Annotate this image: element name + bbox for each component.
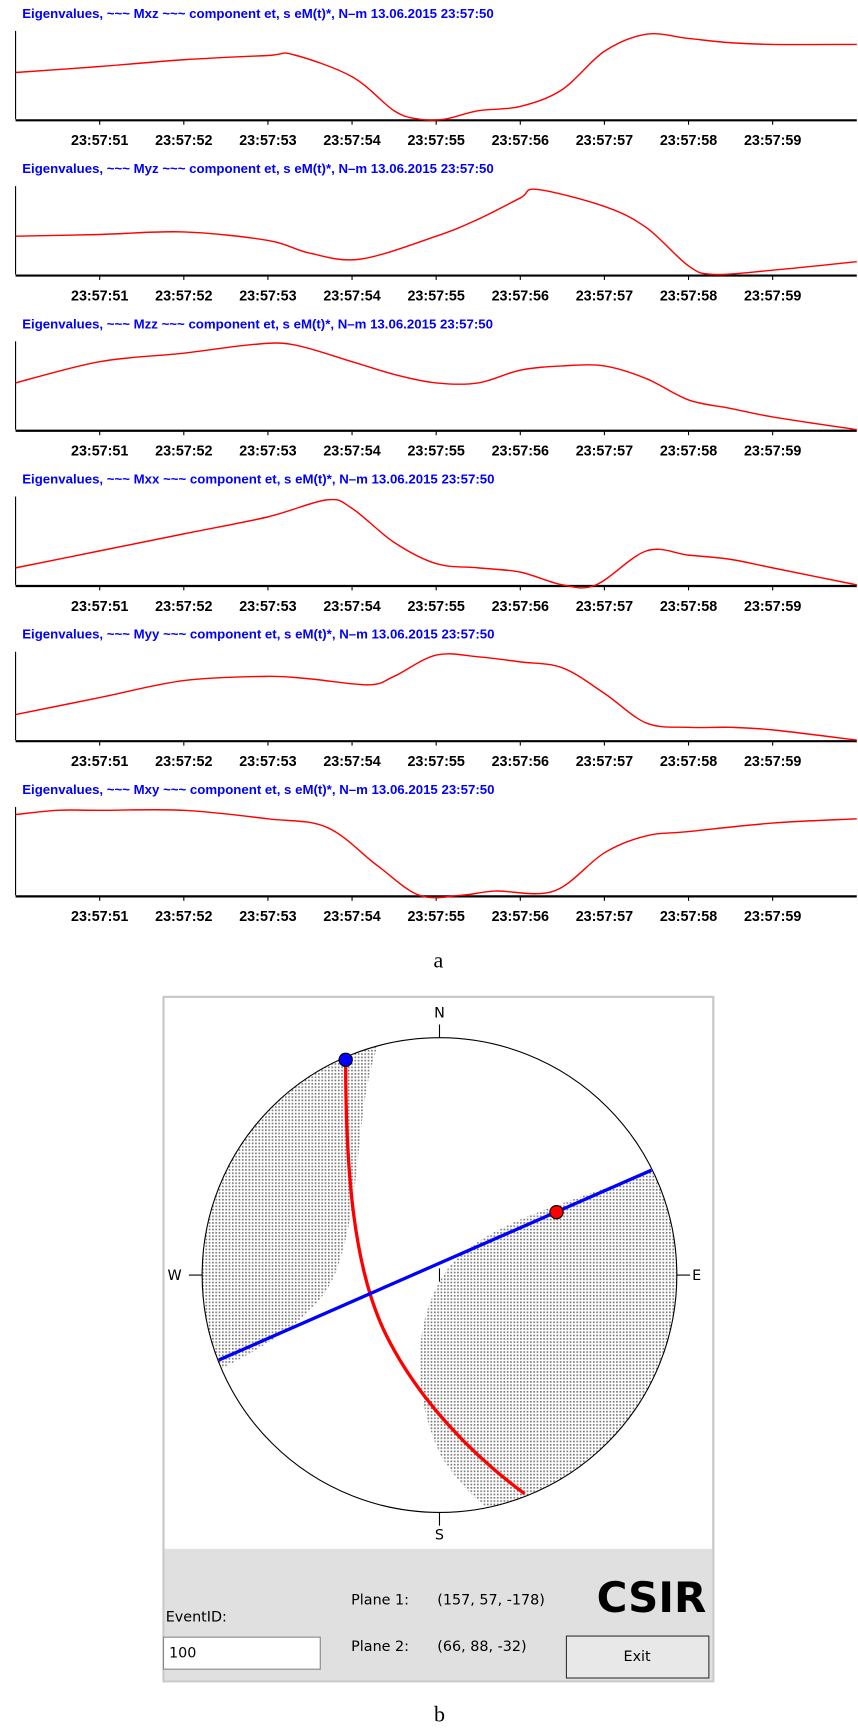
x-tick-label: 23:57:59 [744,909,801,925]
north-label: N [434,1005,445,1021]
x-tick-label: 23:57:52 [155,288,212,304]
x-tick-label: 23:57:56 [492,754,549,770]
x-tick-label: 23:57:52 [155,599,212,615]
x-tick-label: 23:57:52 [155,444,212,460]
x-tick-label: 23:57:56 [492,909,549,925]
data-line [15,498,857,589]
line-chart: Eigenvalues, ~~~ Mxy ~~~ component et, s… [15,782,857,925]
x-tick-label: 23:57:53 [239,909,296,925]
x-tick-label: 23:57:51 [71,909,128,925]
x-tick-label: 23:57:57 [576,754,633,770]
data-line [15,808,857,899]
plane1-label: Plane 1: [351,1593,409,1609]
x-tick-label: 23:57:57 [576,444,633,460]
x-tick-label: 23:57:54 [323,909,380,925]
x-tick-label: 23:57:55 [407,133,464,149]
west-label: W [167,1268,181,1284]
x-tick-label: 23:57:59 [744,133,801,149]
south-label: S [435,1528,444,1544]
x-tick-label: 23:57:55 [407,288,464,304]
x-tick-label: 23:57:59 [744,754,801,770]
nodal-plane-2 [218,1168,653,1362]
data-line [15,653,857,741]
chart-title: Eigenvalues, ~~~ Myz ~~~ component et, s… [22,161,494,176]
x-tick-label: 23:57:53 [239,288,296,304]
pole [338,1052,353,1067]
x-tick-label: 23:57:52 [155,754,212,770]
x-tick-label: 23:57:58 [660,288,717,304]
x-tick-label: 23:57:58 [660,444,717,460]
event-id-label: EventID: [166,1609,227,1625]
x-tick-label: 23:57:56 [492,444,549,460]
plane2-value: (66, 88, -32) [437,1639,526,1655]
line-chart: Eigenvalues, ~~~ Myz ~~~ component et, s… [15,161,857,304]
x-tick-label: 23:57:59 [744,288,801,304]
plane2-label: Plane 2: [351,1639,409,1655]
exit-label: Exit [624,1649,652,1665]
x-tick-label: 23:57:56 [492,599,549,615]
x-tick-label: 23:57:52 [155,909,212,925]
nodal-plane-1 [343,1059,526,1495]
pole [549,1204,564,1220]
chart-title: Eigenvalues, ~~~ Mzz ~~~ component et, s… [22,316,493,331]
exit-button[interactable] [565,1635,710,1679]
x-tick-label: 23:57:54 [323,599,380,615]
x-tick-label: 23:57:53 [239,133,296,149]
east-label: E [692,1268,701,1284]
x-tick-label: 23:57:54 [323,133,380,149]
x-tick-label: 23:57:56 [492,133,549,149]
x-tick-label: 23:57:55 [407,754,464,770]
data-line [15,33,857,122]
plane1-value: (157, 57, -178) [437,1593,545,1609]
x-tick-label: 23:57:55 [407,909,464,925]
line-chart: Eigenvalues, ~~~ Mxx ~~~ component et, s… [15,471,857,615]
x-tick-label: 23:57:53 [239,754,296,770]
x-tick-label: 23:57:57 [576,288,633,304]
x-tick-label: 23:57:54 [323,444,380,460]
x-tick-label: 23:57:55 [407,444,464,460]
line-chart: Eigenvalues, ~~~ Mxz ~~~ component et, s… [15,6,857,149]
x-tick-label: 23:57:51 [71,599,128,615]
caption: b [434,1702,445,1727]
data-line [15,342,857,431]
x-tick-label: 23:57:51 [71,444,128,460]
x-tick-label: 23:57:56 [492,288,549,304]
x-tick-label: 23:57:59 [744,599,801,615]
x-tick-label: 23:57:57 [576,133,633,149]
chart-title: Eigenvalues, ~~~ Myy ~~~ component et, s… [22,627,494,642]
x-tick-label: 23:57:57 [576,599,633,615]
line-chart: Eigenvalues, ~~~ Myy ~~~ component et, s… [15,627,857,770]
x-tick-label: 23:57:59 [744,444,801,460]
event-id-input[interactable] [162,1636,321,1670]
logo: CSIR [597,1573,707,1622]
data-line [15,188,857,276]
chart-title: Eigenvalues, ~~~ Mxz ~~~ component et, s… [22,6,494,21]
x-tick-label: 23:57:53 [239,599,296,615]
x-tick-label: 23:57:52 [155,133,212,149]
x-tick-label: 23:57:51 [71,133,128,149]
x-tick-label: 23:57:55 [407,599,464,615]
focal-panel: N S W E EventID: 100 Plane 1: (157, 57, … [162,995,715,1683]
caption: a [433,948,443,973]
chart-title: Eigenvalues, ~~~ Mxy ~~~ component et, s… [22,782,494,797]
x-tick-label: 23:57:58 [660,754,717,770]
x-tick-label: 23:57:51 [71,754,128,770]
x-tick-label: 23:57:51 [71,288,128,304]
x-tick-label: 23:57:53 [239,444,296,460]
x-tick-label: 23:57:58 [660,133,717,149]
chart-title: Eigenvalues, ~~~ Mxx ~~~ component et, s… [22,471,494,486]
event-id-value: 100 [169,1646,196,1662]
x-tick-label: 23:57:58 [660,909,717,925]
x-tick-label: 23:57:54 [323,288,380,304]
line-chart: Eigenvalues, ~~~ Mzz ~~~ component et, s… [15,316,857,460]
x-tick-label: 23:57:54 [323,754,380,770]
x-tick-label: 23:57:58 [660,599,717,615]
x-tick-label: 23:57:57 [576,909,633,925]
